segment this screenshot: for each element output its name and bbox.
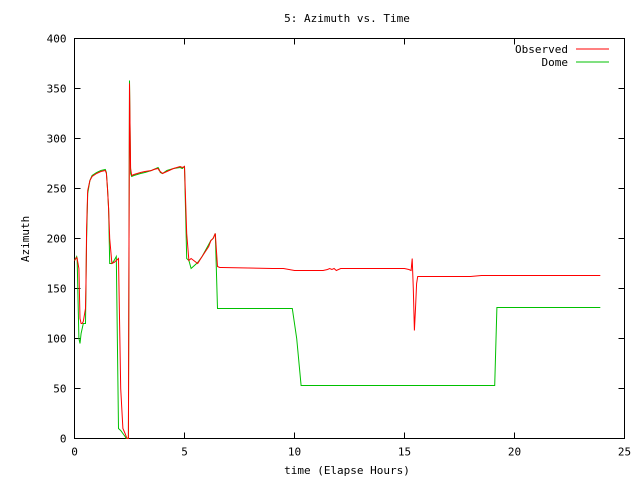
x-tick-label: 10: [288, 446, 301, 459]
series-lines: [74, 80, 601, 439]
y-axis-ticks: 0 50 100 150 200 250 300 350 400: [47, 33, 625, 446]
y-tick-label: 400: [47, 33, 67, 46]
y-tick-label: 50: [53, 383, 66, 396]
x-tick-label: 0: [71, 446, 78, 459]
y-tick-label: 250: [47, 183, 67, 196]
x-tick-label: 15: [398, 446, 411, 459]
y-axis-label: Azimuth: [19, 216, 32, 262]
series-line-dome: [74, 80, 601, 439]
plot-frame: [74, 38, 625, 439]
x-axis-ticks: 0 5 10 15 20 25: [71, 38, 631, 459]
x-axis-label: time (Elapse Hours): [284, 464, 410, 477]
y-tick-label: 350: [47, 83, 67, 96]
y-tick-label: 300: [47, 133, 67, 146]
y-tick-label: 150: [47, 283, 67, 296]
y-tick-label: 200: [47, 233, 67, 246]
chart-title: 5: Azimuth vs. Time: [284, 12, 410, 25]
series-line-observed: [74, 83, 601, 439]
x-tick-label: 20: [508, 446, 521, 459]
legend-label-observed: Observed: [515, 43, 568, 56]
y-tick-label: 0: [60, 433, 67, 446]
legend-label-dome: Dome: [542, 56, 569, 69]
y-tick-label: 100: [47, 333, 67, 346]
x-tick-label: 25: [618, 446, 631, 459]
x-tick-label: 5: [181, 446, 188, 459]
